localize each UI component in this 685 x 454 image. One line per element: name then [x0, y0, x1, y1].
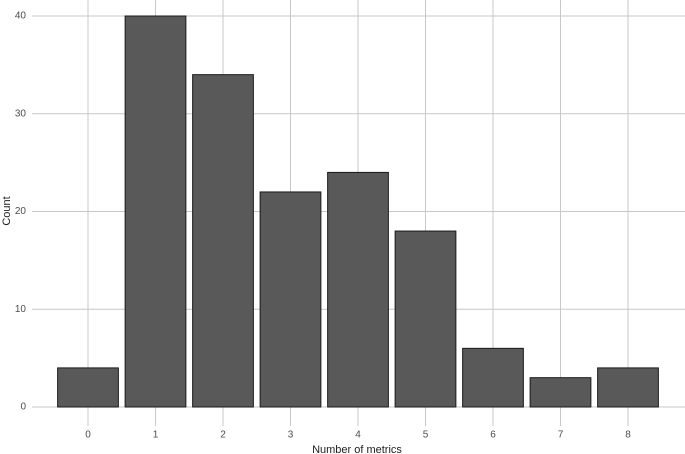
x-tick-label: 4 [355, 430, 361, 441]
y-axis-title: Count [1, 196, 13, 225]
bar [192, 74, 254, 408]
y-tick-label: 0 [20, 402, 26, 413]
x-tick-label: 3 [288, 430, 294, 441]
y-tick-label: 20 [15, 206, 27, 217]
x-axis-title: Number of metrics [312, 444, 402, 454]
x-tick-label: 0 [85, 430, 91, 441]
bar [57, 367, 119, 408]
x-tick-label: 8 [625, 430, 631, 441]
x-tick-label: 5 [423, 430, 429, 441]
y-tick-label: 10 [15, 304, 27, 315]
bar [597, 367, 659, 408]
bar [259, 191, 322, 408]
x-tick-label: 7 [558, 430, 564, 441]
x-tick-label: 2 [220, 430, 226, 441]
bar [394, 230, 457, 408]
bar [327, 171, 389, 408]
x-tick-label: 1 [153, 430, 159, 441]
x-tick-label: 6 [490, 430, 496, 441]
bar [529, 377, 592, 408]
y-tick-label: 30 [15, 108, 27, 119]
bar [124, 15, 187, 408]
bar [462, 347, 524, 408]
y-tick-label: 40 [15, 11, 27, 22]
